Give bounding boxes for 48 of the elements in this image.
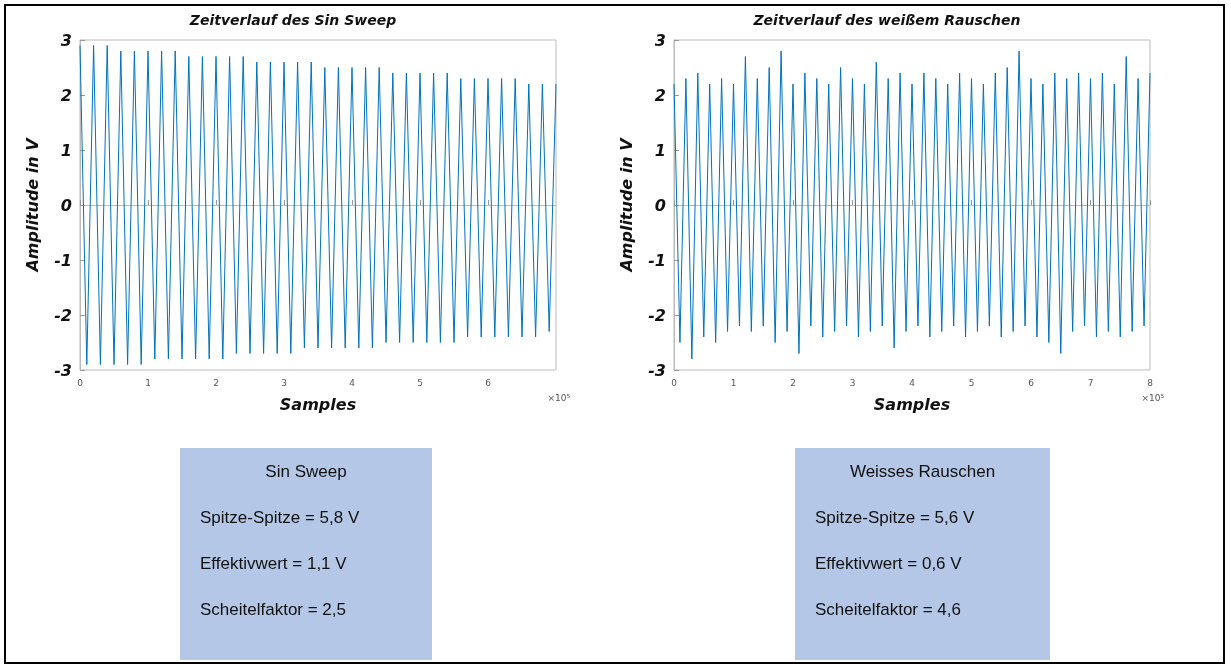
line-series bbox=[79, 45, 557, 365]
y-tick-label: 0 bbox=[654, 195, 666, 215]
y-tick-label: 2 bbox=[60, 85, 72, 105]
x-tick-label: 2 bbox=[213, 377, 219, 388]
y-tick-label: 1 bbox=[654, 140, 666, 160]
x-tick-label: 4 bbox=[909, 377, 916, 388]
text: Scheitelfaktor = 2,5 bbox=[199, 600, 347, 620]
x-tick-label: 6 bbox=[485, 377, 492, 388]
y-tick-label: -1 bbox=[54, 250, 72, 270]
x-tick-label: 6 bbox=[1028, 377, 1035, 388]
x-tick-label: 8 bbox=[1147, 377, 1154, 388]
text: Effektivwert = 0,6 V bbox=[814, 554, 963, 574]
x-tick-label: 1 bbox=[145, 377, 151, 388]
y-tick-label: 3 bbox=[60, 30, 72, 50]
text: ×10⁵ bbox=[547, 392, 571, 403]
x-tick-label: 3 bbox=[281, 377, 287, 388]
y-tick-label: 0 bbox=[60, 195, 72, 215]
text: Spitze-Spitze = 5,8 V bbox=[199, 508, 361, 528]
x-axis-title: Samples bbox=[279, 394, 357, 414]
y-tick-label: -3 bbox=[648, 360, 666, 380]
text: Weisses Rauschen bbox=[848, 462, 997, 482]
text: Spitze-Spitze = 5,6 V bbox=[814, 508, 976, 528]
x-tick-label: 5 bbox=[417, 377, 423, 388]
chart-title: Zeitverlauf des weißem Rauschen bbox=[752, 12, 1021, 28]
y-tick-label: -1 bbox=[648, 250, 666, 270]
line-series bbox=[673, 50, 1151, 360]
y-tick-label: -2 bbox=[54, 305, 72, 325]
x-tick-label: 5 bbox=[968, 377, 975, 388]
y-axis-title: Amplitude in V bbox=[616, 136, 636, 274]
text: Scheitelfaktor = 4,6 bbox=[814, 600, 962, 620]
x-axis-title: Samples bbox=[873, 394, 951, 414]
chart-title: Zeitverlauf des Sin Sweep bbox=[188, 12, 397, 28]
x-tick-label: 7 bbox=[1087, 377, 1094, 388]
x-tick-label: 3 bbox=[849, 377, 856, 388]
x-tick-label: 0 bbox=[77, 377, 84, 388]
x-tick-label: 1 bbox=[730, 377, 737, 388]
y-tick-label: 2 bbox=[654, 85, 666, 105]
x-tick-label: 4 bbox=[349, 377, 356, 388]
text: Effektivwert = 1,1 V bbox=[199, 554, 348, 574]
text: Sin Sweep bbox=[264, 462, 348, 482]
y-tick-label: 3 bbox=[654, 30, 666, 50]
x-tick-label: 0 bbox=[671, 377, 678, 388]
y-tick-label: 1 bbox=[60, 140, 72, 160]
y-tick-label: -3 bbox=[54, 360, 72, 380]
y-axis-title: Amplitude in V bbox=[22, 136, 42, 274]
text: ×10⁵ bbox=[1141, 392, 1165, 403]
y-tick-label: -2 bbox=[648, 305, 666, 325]
x-tick-label: 2 bbox=[790, 377, 796, 388]
